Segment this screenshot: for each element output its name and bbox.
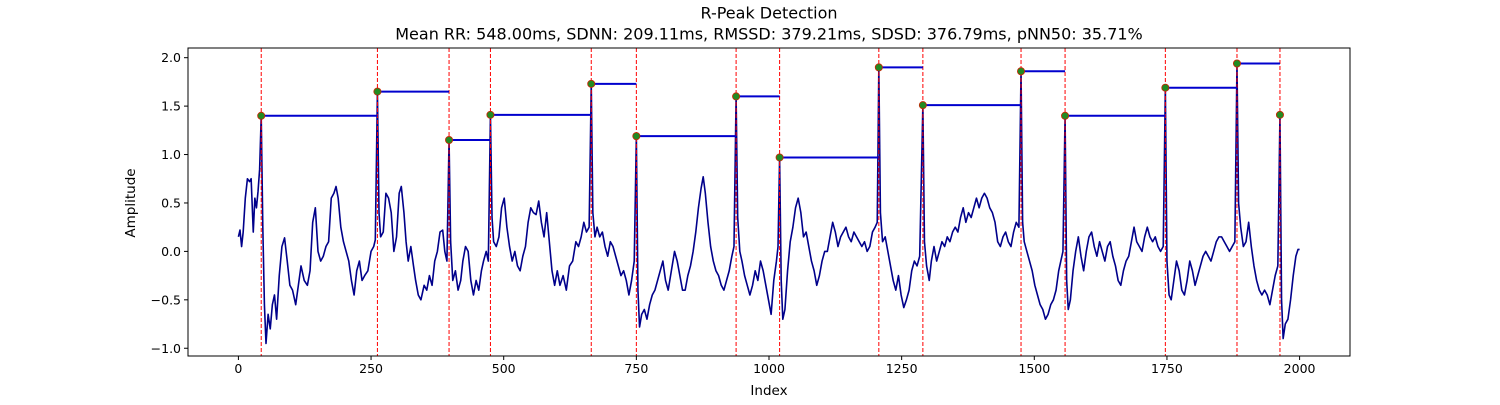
axes: 0 250 500 750 1000 1250 1500 1750 2000 −1.0 −0.5 0.… <box>151 47 1351 376</box>
peak-point <box>632 132 641 141</box>
x-tick-label: 500 <box>492 361 516 376</box>
plot-frame <box>187 47 1351 357</box>
x-tick-label: 250 <box>359 361 383 376</box>
peak-point <box>775 153 784 162</box>
peak-point <box>1232 59 1241 68</box>
x-tick-label: 1250 <box>886 361 918 376</box>
peak-point <box>918 101 927 110</box>
y-tick-label: 2.0 <box>161 50 181 65</box>
x-tick-label: 750 <box>624 361 648 376</box>
plot-content <box>237 48 1300 356</box>
x-tick-label: 1500 <box>1018 361 1050 376</box>
peak-point <box>732 92 741 101</box>
x-tick-label: 1000 <box>753 361 785 376</box>
y-tick-label: 0.5 <box>161 195 181 210</box>
peak-point <box>587 79 596 88</box>
peak-point <box>1161 83 1170 92</box>
y-tick-label: 1.5 <box>161 99 181 114</box>
y-axis-label: Amplitude <box>123 168 139 237</box>
x-axis-label: Index <box>750 383 787 399</box>
peak-point <box>445 136 454 145</box>
x-tick-label: 0 <box>234 361 242 376</box>
peak-point <box>257 111 266 120</box>
peak-point <box>486 110 495 119</box>
chart-subtitle: Mean RR: 548.00ms, SDNN: 209.11ms, RMSSD… <box>395 25 1143 44</box>
y-tick-label: −0.5 <box>151 292 181 307</box>
x-tick-label: 1750 <box>1151 361 1183 376</box>
peak-point <box>373 87 382 96</box>
chart-title: R-Peak Detection <box>700 4 837 23</box>
peak-point <box>1017 67 1026 76</box>
peak-point <box>1061 111 1070 120</box>
peak-point <box>874 63 883 72</box>
y-tick-label: 0.0 <box>161 244 181 259</box>
x-tick-label: 2000 <box>1284 361 1316 376</box>
y-tick-label: −1.0 <box>151 341 181 356</box>
plot-area <box>237 48 1300 356</box>
ecg-signal-line <box>237 62 1300 345</box>
peak-point <box>1275 110 1284 119</box>
y-tick-label: 1.0 <box>161 147 181 162</box>
